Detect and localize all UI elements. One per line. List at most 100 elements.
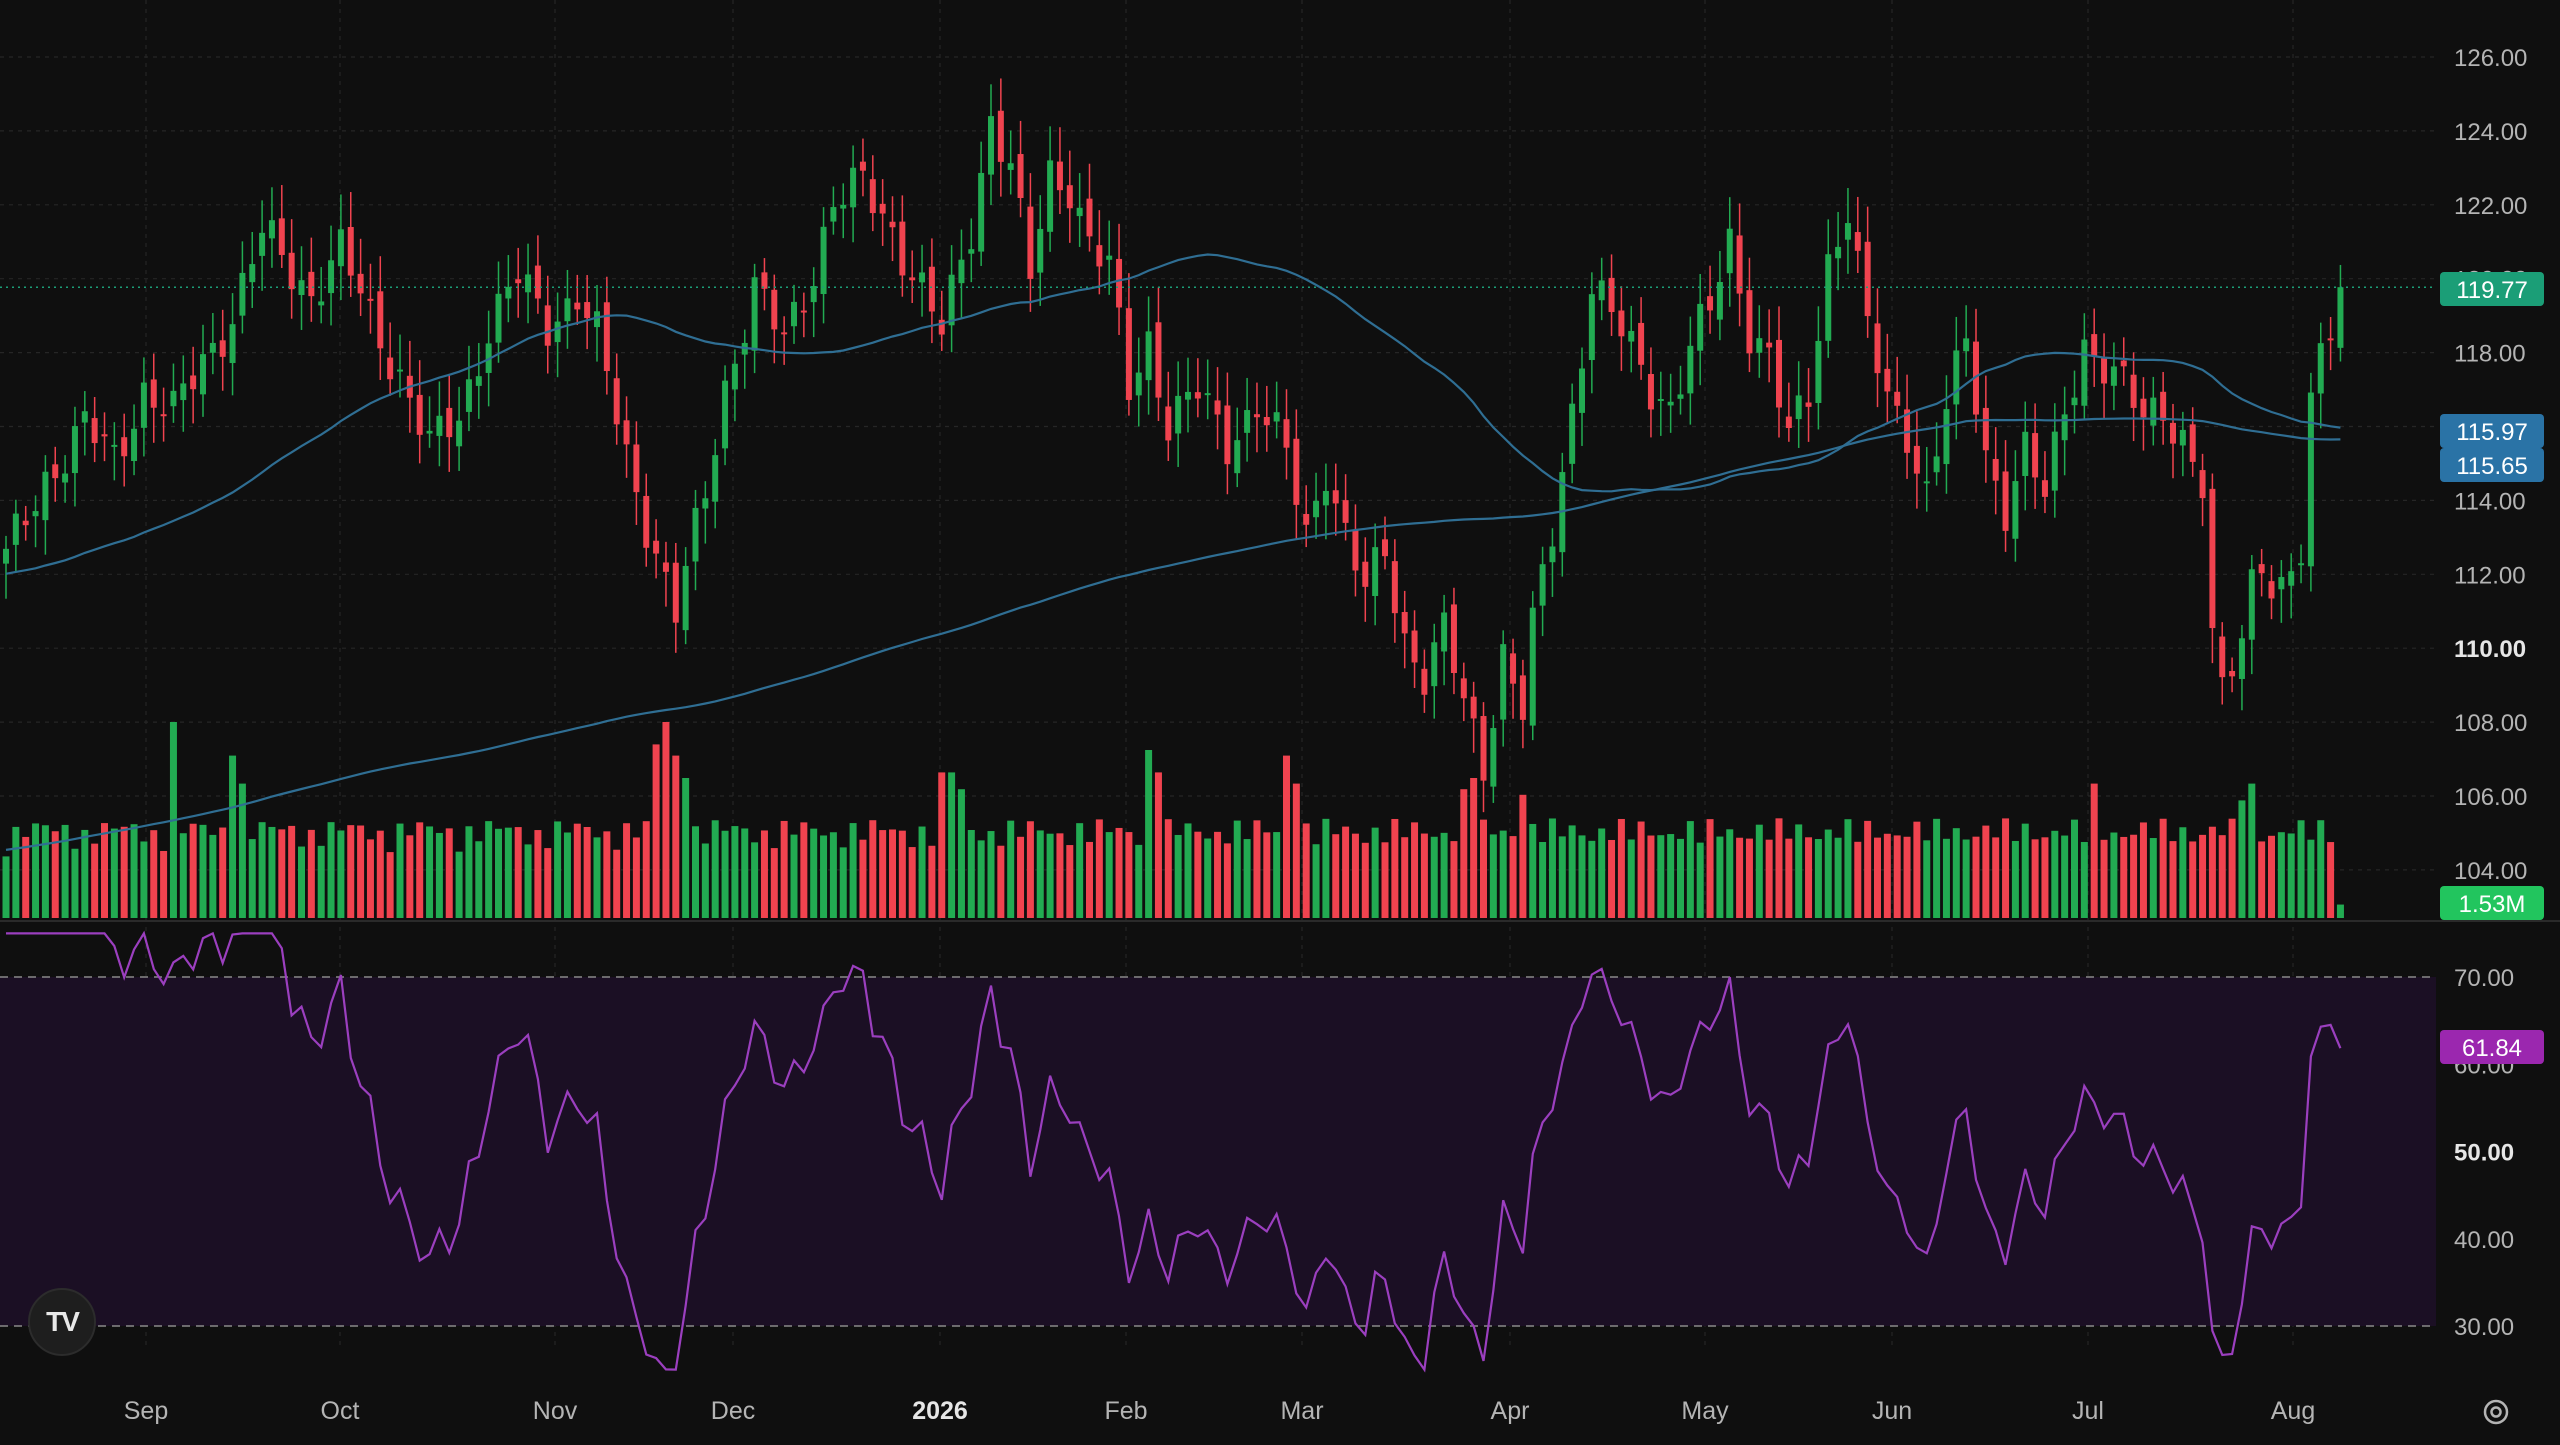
volume-bar [1509,836,1517,918]
candle-body [594,311,600,328]
price-tick-label: 106.00 [2454,784,2527,811]
candle-body [2120,360,2127,367]
candle [190,346,197,424]
volume-bar [475,841,483,918]
candle-body [318,301,325,306]
candle-body [1647,374,1654,410]
volume-bar [2307,839,2315,918]
volume-bar [32,823,40,918]
volume-bar [1056,833,1064,918]
volume-bar [869,820,877,918]
tradingview-logo-icon[interactable]: TV [28,1288,96,1356]
candle [1214,367,1221,450]
candle-body [1776,339,1782,408]
candle [1667,373,1674,433]
candle [1145,296,1152,415]
candle-body [367,298,374,301]
rsi-band [0,977,2436,1326]
candle-body [397,369,403,372]
volume-bar [1125,832,1133,918]
volume-bar [544,848,552,918]
candle [1165,371,1172,461]
volume-bar [1154,772,1162,918]
candle [1973,308,1979,433]
candle [416,360,423,464]
candle-body [1756,338,1763,353]
candle-body [2268,581,2275,599]
candle-body [2150,397,2157,426]
volume-bar [967,829,975,918]
candle [249,232,256,308]
candle [594,284,600,362]
candle-body [2258,564,2265,574]
candle [791,284,797,344]
candle [1313,472,1320,539]
volume-bar [613,849,621,918]
candle-body [1194,392,1201,399]
candle-body [1145,331,1152,381]
candle-body [1056,161,1063,191]
volume-bar [386,852,394,918]
candle-body [879,203,886,214]
candle-body [1391,561,1398,614]
candle [1490,715,1497,803]
volume-bar [1007,820,1015,918]
candle [1943,375,1950,494]
volume-bar [2248,783,2256,918]
time-axis-label: Dec [711,1397,755,1425]
volume-bar [248,839,256,918]
candle [2071,370,2078,434]
volume-bar [2130,834,2138,918]
volume-bar [2327,842,2335,918]
candle [1204,359,1211,420]
volume-bar [1046,833,1054,918]
volume-bar [2031,839,2039,918]
candle [160,387,167,442]
candle-body [2081,339,2088,406]
candle [219,309,226,391]
candle-body [505,286,512,299]
candle [840,183,847,239]
candle [1628,305,1635,373]
candle-body [1096,245,1103,267]
candle-body [1362,561,1369,587]
candle [1460,662,1467,722]
candle-body [948,274,955,326]
candle [456,386,463,471]
volume-bar [2149,838,2157,918]
candle [1253,382,1260,453]
candle [2298,544,2305,584]
candle-body [2307,392,2314,567]
volume-bar [997,845,1005,918]
candle [1401,590,1408,669]
gear-icon[interactable] [2476,1392,2516,1432]
volume-bar [1076,823,1084,918]
candle-body [416,394,423,435]
candle [2288,553,2295,619]
candle-body [288,252,295,290]
candle [2120,337,2127,386]
candle-body [1175,395,1182,434]
candle-body [544,305,551,346]
candle [209,313,216,375]
candle [1283,389,1290,480]
rsi-tick-label: 40.00 [2454,1227,2514,1254]
candle-body [889,221,896,228]
candle-body [781,332,788,335]
candle-body [446,407,453,438]
candle [761,258,768,311]
candle-body [1401,612,1408,634]
volume-bar [1351,833,1359,918]
candle-body [1017,154,1024,198]
candle [997,78,1004,197]
candle-body [2209,488,2216,629]
candle [2317,322,2324,429]
candle-body [229,324,236,364]
volume-bar [51,831,59,918]
candle [1716,250,1723,341]
volume-bar [2120,836,2128,918]
candle-body [662,562,669,572]
candle [1687,316,1694,425]
